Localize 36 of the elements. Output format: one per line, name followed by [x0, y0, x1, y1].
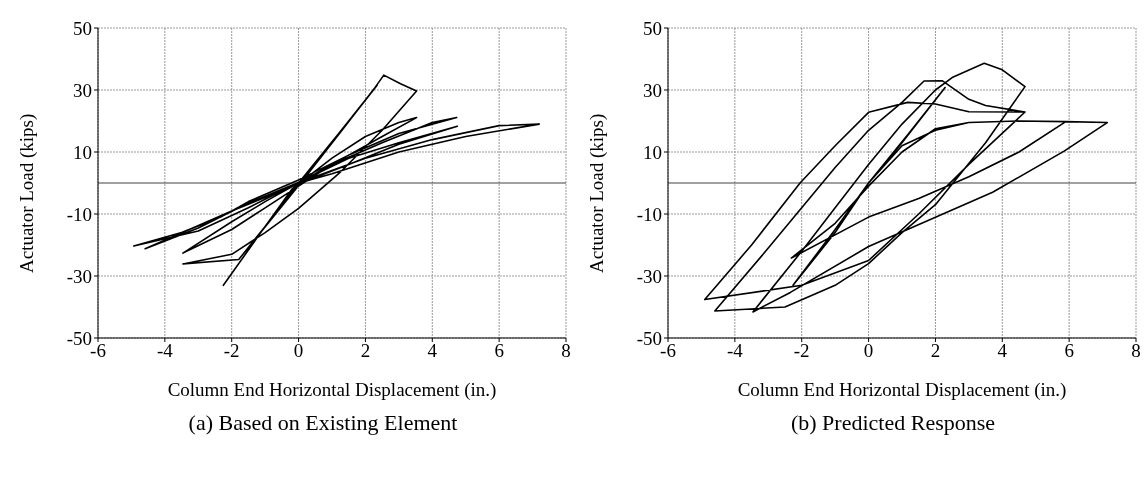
- y-tick-label: -50: [66, 327, 92, 349]
- x-tick-label: 2: [930, 340, 941, 362]
- y-tick-label: 50: [643, 17, 662, 39]
- y-tick-label: -10: [636, 203, 662, 225]
- x-tick-label: -2: [223, 340, 240, 362]
- y-tick-label: -30: [636, 265, 662, 287]
- y-tick-label: 10: [643, 141, 662, 163]
- line-series: [703, 62, 1109, 313]
- x-axis-title: Column End Horizontal Displacement (in.): [167, 379, 497, 401]
- y-tick-label: 10: [73, 141, 92, 163]
- x-tick-label: 0: [293, 340, 304, 362]
- text: (b) Predicted Response: [789, 410, 997, 436]
- x-axis-title: Column End Horizontal Displacement (in.): [737, 379, 1067, 401]
- x-tick-label: 6: [1064, 340, 1074, 362]
- x-tick-label: 4: [427, 340, 438, 362]
- x-tick-label: 0: [863, 340, 874, 362]
- y-tick-label: -30: [66, 265, 92, 287]
- y-axis-title: Actuator Load (kips): [15, 113, 38, 273]
- x-tick-label: -4: [726, 340, 744, 362]
- x-tick-label: -6: [660, 340, 676, 362]
- x-tick-label: 2: [360, 340, 371, 362]
- x-tick-label: 8: [561, 340, 571, 362]
- x-tick-label: -2: [793, 340, 810, 362]
- y-axis-title: Actuator Load (kips): [585, 113, 608, 273]
- y-tick-label: -50: [636, 327, 662, 349]
- x-tick-label: -4: [156, 340, 174, 362]
- y-tick-label: 30: [643, 79, 662, 101]
- y-tick-label: 30: [73, 79, 92, 101]
- line-series: [132, 74, 541, 287]
- x-tick-label: 6: [494, 340, 504, 362]
- x-tick-label: -6: [90, 340, 106, 362]
- y-tick-label: 50: [73, 17, 92, 39]
- y-tick-label: -10: [66, 203, 92, 225]
- x-tick-label: 4: [997, 340, 1008, 362]
- x-tick-label: 8: [1131, 340, 1141, 362]
- text: (a) Based on Existing Element: [187, 410, 459, 436]
